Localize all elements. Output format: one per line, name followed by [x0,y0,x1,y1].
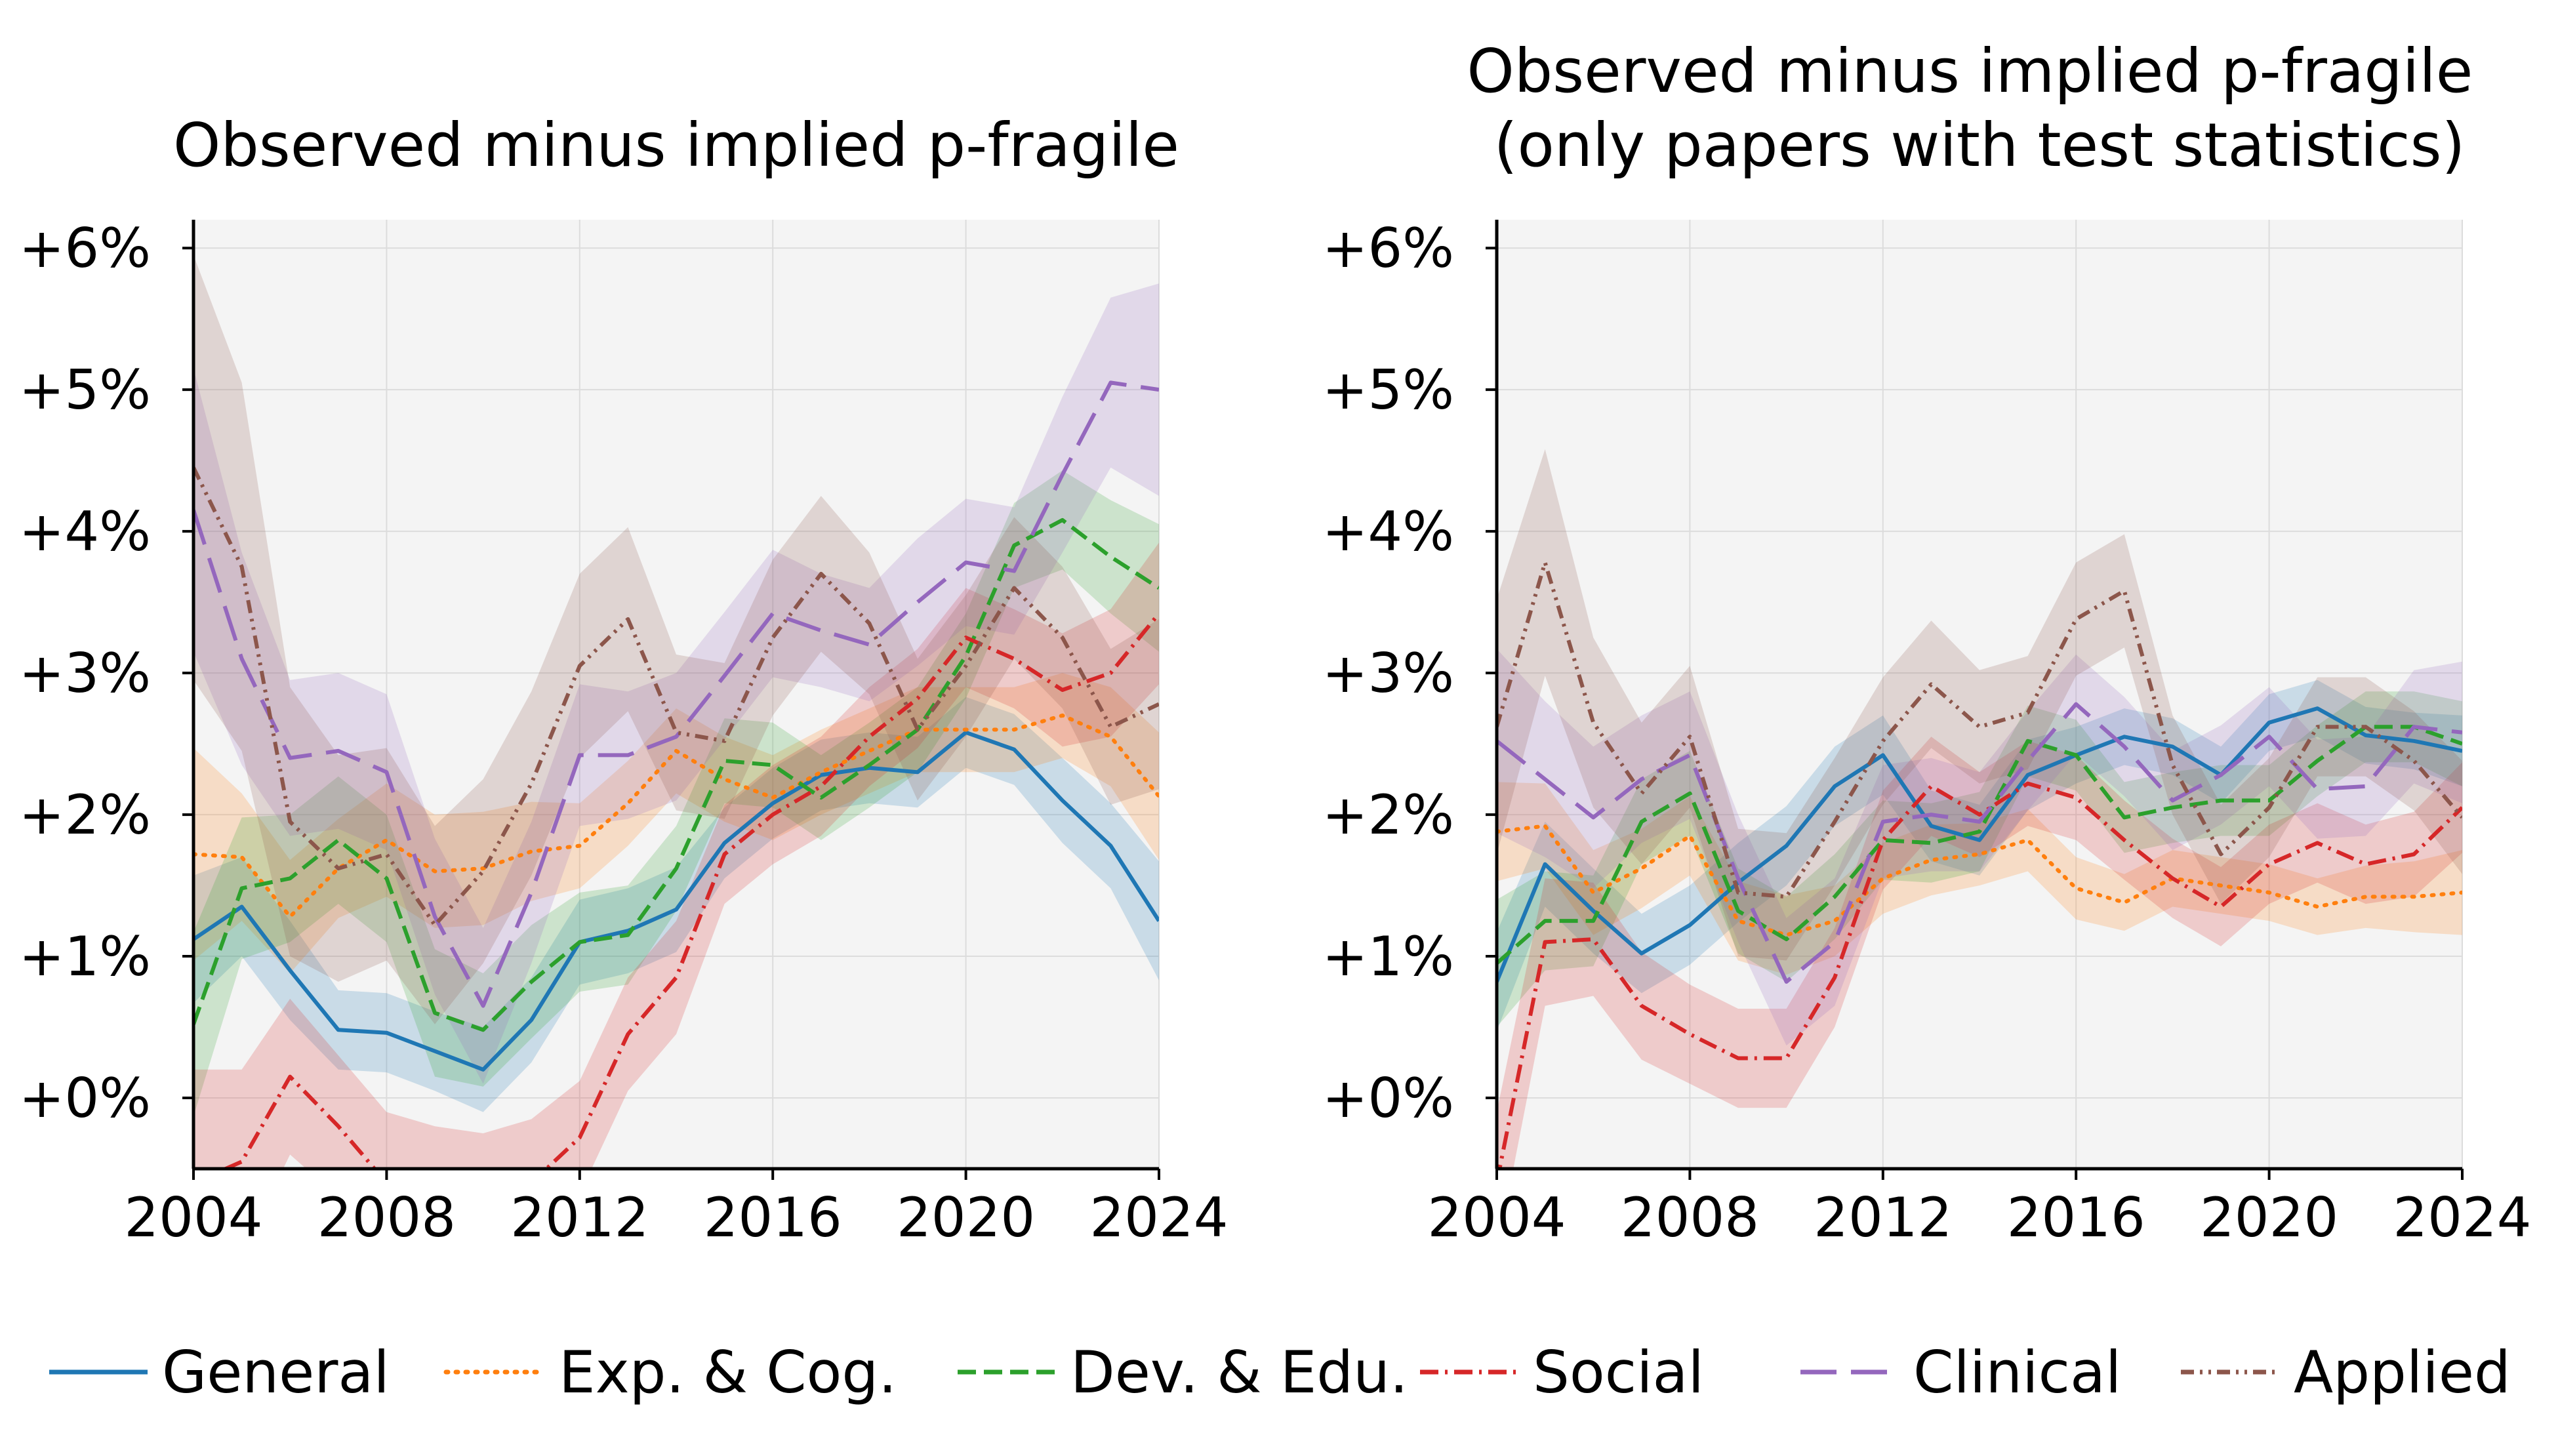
left-band-exp-cog [193,673,1159,973]
legend-label-exp-cog: Exp. & Cog. [559,1339,897,1406]
legend-label-dev-edu: Dev. & Edu. [1070,1339,1408,1406]
left-band-dev-edu [193,470,1159,1117]
right-series-lines [1497,560,2462,1169]
legend-label-clinical: Clinical [1913,1339,2121,1406]
right-x-tick-label: 2020 [2200,1186,2338,1249]
left-y-ticks: +0% +1% +2% +3% +4% +5% +6% [19,216,193,1130]
left-band-applied [193,255,1159,1024]
right-y-tick-label: +5% [1322,358,1454,422]
right-x-tick-label: 2012 [1814,1186,1952,1249]
legend-item-general: General [49,1339,390,1406]
right-plot-area [1497,220,2462,1169]
right-y-tick-label: +2% [1322,783,1454,847]
legend-item-social: Social [1420,1339,1704,1406]
right-panel-title: Observed minus implied p-fragile (only p… [1467,36,2492,180]
right-line-clinical [1497,702,2462,984]
left-y-tick-label: +6% [19,216,151,280]
legend-label-social: Social [1533,1339,1704,1406]
legend-item-exp-cog: Exp. & Cog. [443,1339,897,1406]
right-grid [1496,220,2463,1169]
left-x-tick-label: 2012 [510,1186,649,1249]
right-band-applied [1497,449,2462,961]
left-y-tick-label: +2% [19,783,151,847]
left-y-tick-label: +0% [19,1066,151,1130]
right-band-clinical [1497,649,2462,1046]
legend-label-general: General [162,1339,390,1406]
left-x-tick-label: 2016 [704,1186,842,1249]
left-series-lines [193,380,1159,1169]
right-y-tick-label: +1% [1322,925,1454,988]
right-line-social [1497,781,2462,1169]
right-y-tick-label: +3% [1322,641,1454,705]
left-x-tick-label: 2004 [124,1186,262,1249]
left-x-tick-label: 2024 [1089,1186,1228,1249]
left-x-tick-label: 2008 [317,1186,456,1249]
right-x-tick-label: 2004 [1427,1186,1566,1249]
left-line-dev-edu [193,517,1159,1032]
left-grid [193,220,1160,1169]
right-line-general [1497,706,2462,983]
left-x-ticks: 2004 2008 2012 2016 2020 2024 [124,1169,1228,1249]
left-line-applied [193,466,1159,927]
right-band-social [1497,737,2462,1169]
left-band-clinical [193,283,1159,1084]
right-x-ticks: 2004 2008 2012 2016 2020 2024 [1427,1169,2532,1249]
right-panel-title-line-2: (only papers with test statistics) [1494,110,2466,180]
legend-label-applied: Applied [2294,1339,2511,1406]
right-x-tick-label: 2024 [2393,1186,2531,1249]
left-confidence-bands [193,255,1159,1169]
left-panel-title: Observed minus implied p-fragile [173,110,1179,180]
left-band-general [193,697,1159,1112]
left-y-tick-label: +5% [19,358,151,422]
left-panel: Observed minus implied p-fragile 2004 200… [19,110,1228,1249]
right-panel: Observed minus implied p-fragile (only p… [1322,36,2532,1249]
left-y-tick-label: +1% [19,925,151,988]
left-y-tick-label: +3% [19,641,151,705]
right-x-tick-label: 2016 [2007,1186,2145,1249]
right-band-exp-cog [1497,782,2462,975]
left-band-social [193,542,1159,1169]
legend-item-clinical: Clinical [1800,1339,2121,1406]
right-y-tick-label: +4% [1322,500,1454,563]
left-line-exp-cog [193,713,1159,919]
left-plot-area [193,220,1159,1169]
right-y-tick-label: +6% [1322,216,1454,280]
right-y-tick-label: +0% [1322,1066,1454,1130]
left-x-tick-label: 2020 [897,1186,1035,1249]
left-line-social [220,612,1159,1169]
right-panel-title-line-1: Observed minus implied p-fragile [1467,36,2473,106]
legend: General Exp. & Cog. Dev. & Edu. Social Clini… [49,1339,2511,1406]
left-line-general [193,730,1159,1072]
right-x-tick-label: 2008 [1621,1186,1759,1249]
left-line-clinical [193,380,1159,1008]
right-y-ticks: +0% +1% +2% +3% +4% +5% +6% [1322,216,1497,1130]
right-band-general [1497,679,2462,1032]
legend-item-dev-edu: Dev. & Edu. [958,1339,1408,1406]
left-y-tick-label: +4% [19,500,151,563]
legend-item-applied: Applied [2181,1339,2511,1406]
